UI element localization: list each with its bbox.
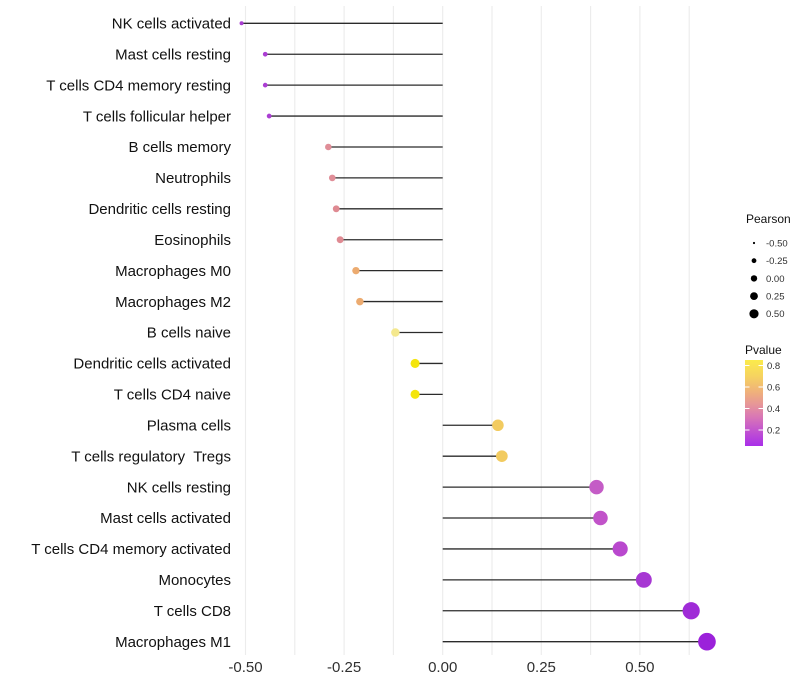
size-legend-dot <box>750 292 758 300</box>
data-point-dot <box>593 510 608 526</box>
category-label: Dendritic cells resting <box>88 201 231 218</box>
category-label: T cells CD4 naive <box>114 387 231 404</box>
data-point-dot <box>496 450 508 463</box>
category-label: T cells CD4 memory activated <box>31 541 231 558</box>
data-point-dot <box>391 328 400 337</box>
data-point-dot <box>356 297 364 306</box>
size-legend-dot <box>752 241 756 245</box>
data-point-dot <box>262 51 268 57</box>
size-legend-label: -0.50 <box>766 238 788 249</box>
category-label: Macrophages M0 <box>115 263 231 280</box>
category-label: T cells regulatory Tregs <box>71 448 231 465</box>
category-label: Mast cells activated <box>100 510 231 527</box>
category-label: NK cells resting <box>127 479 231 496</box>
data-point-dot <box>352 266 360 275</box>
size-legend-title: Pearson <box>746 212 791 226</box>
category-label: Macrophages M1 <box>115 634 231 651</box>
data-point-dot <box>410 358 420 368</box>
size-legend-label: 0.25 <box>766 292 785 303</box>
x-tick-label: -0.25 <box>327 659 361 676</box>
data-point-dot <box>266 113 272 119</box>
colorbar-tick-label: 0.2 <box>767 425 780 436</box>
category-label: Mast cells resting <box>115 46 231 63</box>
data-point-dot <box>328 174 336 182</box>
colorbar-title: Pvalue <box>745 343 782 357</box>
data-point-dot <box>589 479 604 495</box>
x-tick-label: -0.50 <box>228 659 262 676</box>
data-point-dot <box>698 632 716 651</box>
colorbar-gradient <box>745 360 763 446</box>
category-label: Plasma cells <box>147 417 231 434</box>
data-point-dot <box>325 143 332 151</box>
x-tick-label: 0.50 <box>625 659 654 676</box>
data-point-dot <box>682 602 700 620</box>
data-point-dot <box>635 571 652 588</box>
data-point-dot <box>336 236 344 244</box>
colorbar-tick-label: 0.6 <box>767 382 780 393</box>
category-label: NK cells activated <box>112 16 231 33</box>
size-legend-dot <box>750 275 758 282</box>
category-label: B cells naive <box>147 325 231 342</box>
data-point-dot <box>410 389 420 399</box>
category-label: T cells CD8 <box>154 603 231 620</box>
category-label: Neutrophils <box>155 170 231 187</box>
x-tick-label: 0.25 <box>527 659 556 676</box>
x-tick-label: 0.00 <box>428 659 457 676</box>
category-label: T cells CD4 memory resting <box>46 77 231 94</box>
data-point-dot <box>239 21 244 26</box>
size-legend-label: 0.00 <box>766 274 785 285</box>
category-label: T cells follicular helper <box>83 108 231 125</box>
size-legend-label: 0.50 <box>766 309 785 320</box>
size-legend-dot <box>749 309 759 319</box>
colorbar-tick-label: 0.4 <box>767 404 780 415</box>
size-legend-label: -0.25 <box>766 256 788 267</box>
data-point-dot <box>332 205 340 213</box>
category-label: Macrophages M2 <box>115 294 231 311</box>
size-legend-dot <box>751 258 757 264</box>
data-point-dot <box>492 419 504 432</box>
data-point-dot <box>612 541 628 557</box>
category-label: Monocytes <box>158 572 231 589</box>
category-label: Eosinophils <box>154 232 231 249</box>
category-label: Dendritic cells activated <box>73 356 231 373</box>
colorbar-tick-label: 0.8 <box>767 361 780 372</box>
data-point-dot <box>262 82 268 88</box>
category-label: B cells memory <box>128 139 231 156</box>
